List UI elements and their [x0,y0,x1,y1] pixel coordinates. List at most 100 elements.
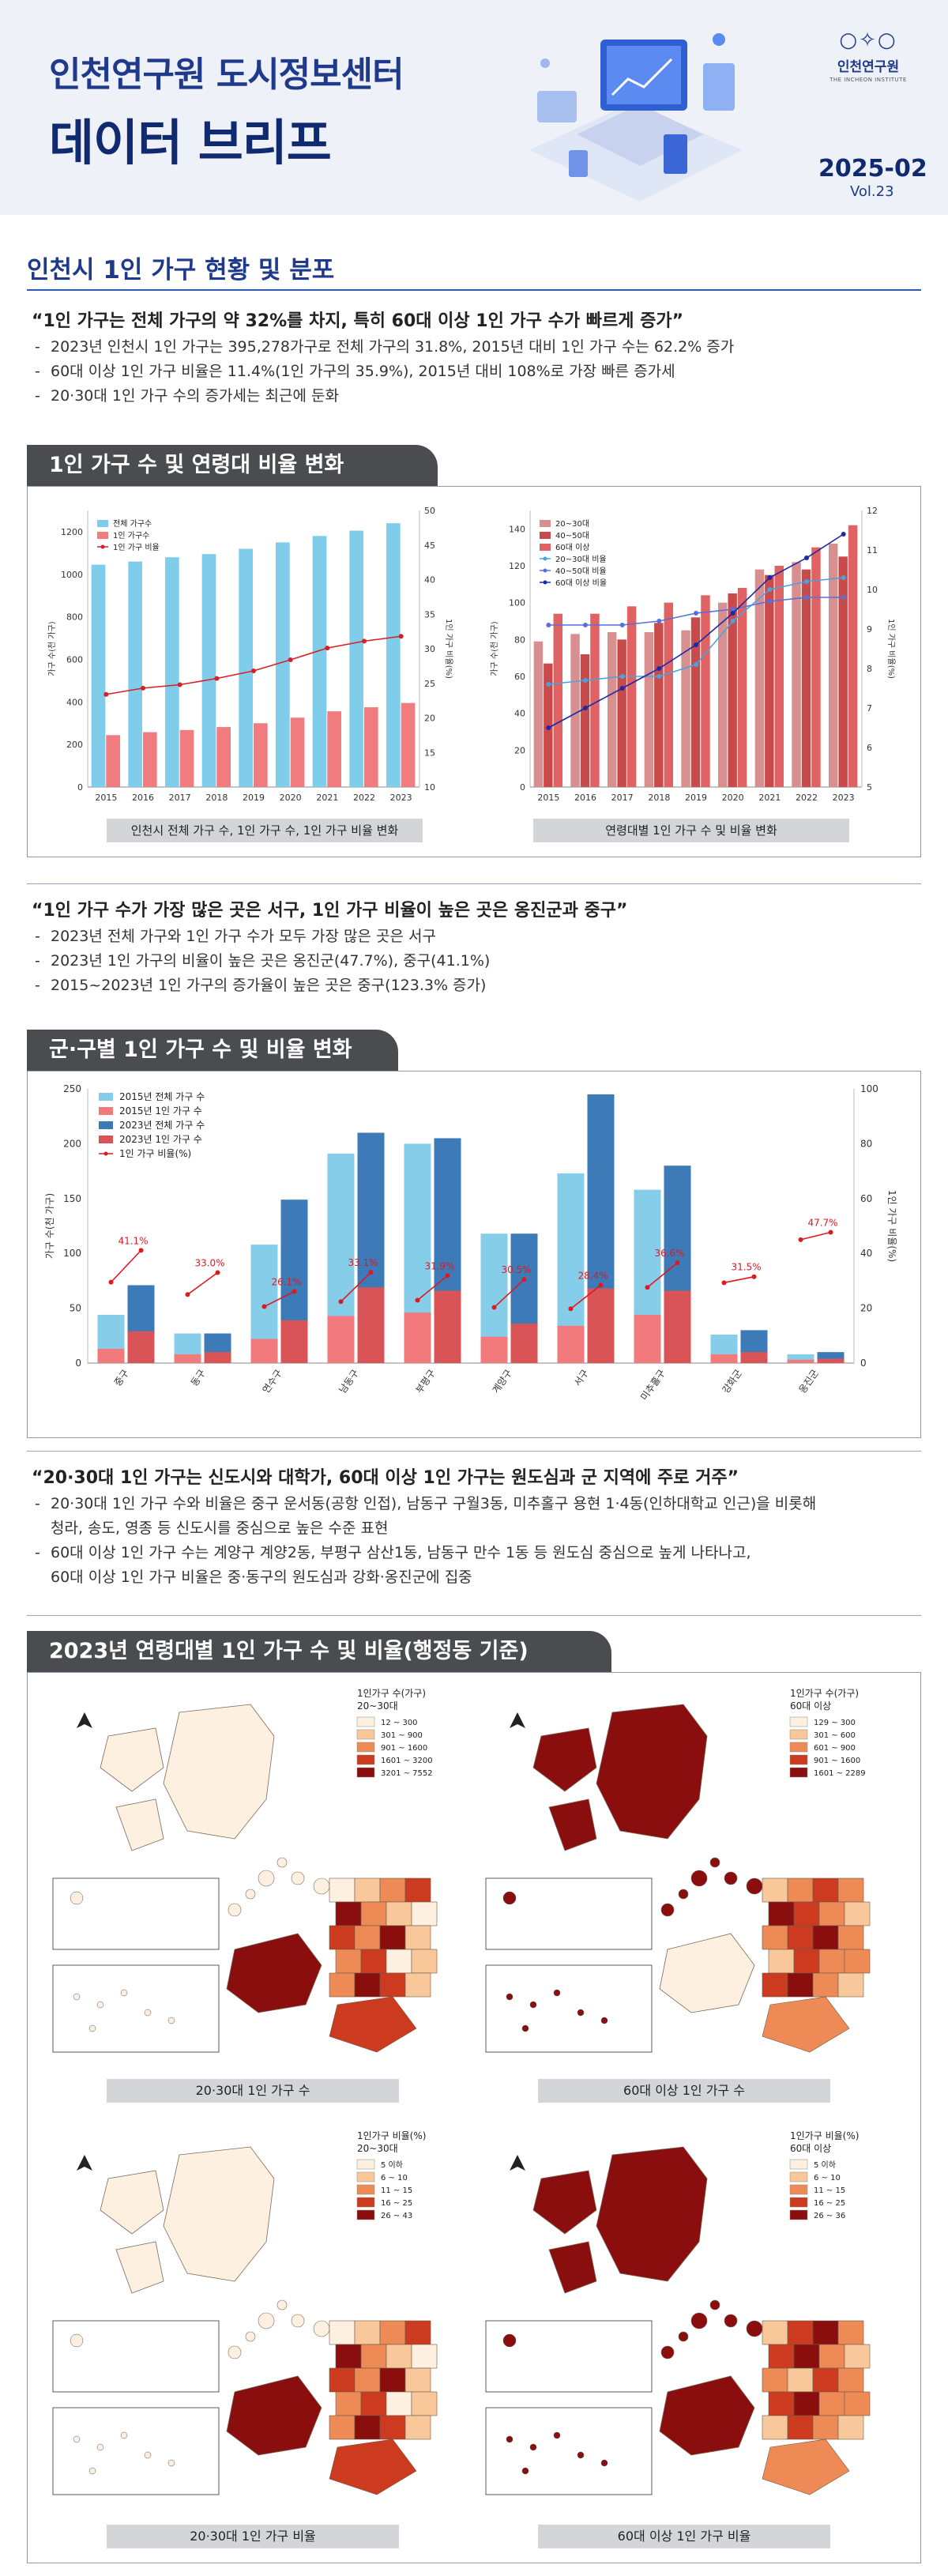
region-dong [793,2344,820,2369]
legend-label: 5 이하 [814,2160,836,2170]
line-point [656,619,662,623]
region-dong [837,1925,864,1950]
region-islet [724,2314,738,2328]
x-tick-label: 연수구 [260,1368,284,1395]
region-dong [762,1925,788,1950]
inset-island [529,2443,537,2451]
region-dong [812,2367,839,2393]
legend-label: 전체 가구수 [113,519,152,529]
y2-tick-label: 10 [424,782,435,793]
bar [143,732,157,787]
chart-panel-2: 0 50 100 150 200 250 0 20 40 60 80 100 가구 수(천 가구) 1인 … [27,1071,921,1438]
ratio-point [598,1282,604,1288]
line-point [546,725,551,730]
region-islet [276,2299,288,2310]
inset-frame [52,1877,220,1950]
region-dong [768,1901,795,1926]
data-label: 31.5% [731,1262,761,1273]
issue-number: 2025-02 [818,155,927,183]
region-dong [793,1949,820,1974]
region-dong [379,1925,406,1950]
line-point [546,623,551,627]
volume-number: Vol.23 [850,183,894,200]
legend-label: 2023년 전체 가구 수 [119,1120,205,1131]
region-dong [354,1877,381,1903]
block3-quote: “20·30대 1인 가구는 신도시와 대학가, 60대 이상 1인 가구는 원… [32,1468,739,1488]
region-dong [818,1949,845,1974]
legend-swatch [540,544,551,551]
divider [27,1451,921,1452]
legend-subtitle: 20~30대 [357,2143,398,2154]
x-tick-label: 부평구 [413,1368,437,1395]
line-point [583,623,588,627]
line-point [546,682,551,687]
region-islet [291,1871,305,1885]
legend-label: 26 ~ 36 [814,2212,845,2220]
inset-frame [485,1877,653,1950]
inset-island [73,1993,81,2001]
ratio-point [292,1289,297,1294]
region-dong [818,2344,845,2369]
y-tick-label: 0 [520,782,525,793]
legend-swatch [540,520,551,527]
bar [510,1324,538,1363]
region-dong [411,1949,438,1974]
list-item: 2023년 1인 가구의 비율이 높은 곳은 옹진군(47.7%), 중구(41… [32,949,916,974]
legend-label: 301 ~ 600 [814,1731,856,1740]
y-tick-label: 600 [66,654,83,665]
y-tick-label: 1200 [61,527,83,537]
block3-bullets: 20·30대 1인 가구 수와 비율은 중구 운서동(공항 인접), 남동구 구… [32,1492,916,1590]
region-islet [228,1903,242,1917]
inset-island [73,2435,81,2443]
line-point [656,666,662,671]
legend-swatch [356,1754,375,1765]
region-islet [660,1903,675,1917]
bar [97,1348,125,1363]
legend-swatch [543,580,547,585]
x-tick-label: 2015 [537,793,559,803]
inset-island [521,2467,529,2475]
line-point [619,623,625,627]
inset-island [144,2451,152,2459]
y2-tick-label: 40 [424,575,435,586]
ratio-point [521,1277,527,1282]
bar [404,1312,431,1363]
region-islet [313,1877,330,1895]
legend-label: 5 이하 [381,2160,403,2170]
bar [349,530,363,787]
legend-label: 11 ~ 15 [814,2186,845,2195]
y-axis-label: 가구 수(천 가구) [43,1193,55,1259]
legend-label: 6 ~ 10 [381,2174,408,2182]
region-dong [379,2415,406,2440]
inset-island [70,2333,84,2348]
bar [480,1336,508,1363]
x-tick-label: 2020 [722,793,744,803]
legend-swatch [356,2171,375,2182]
region-islet [291,2314,305,2328]
map-caption: 60대 이상 1인 가구 수 [538,2079,830,2103]
region-songdo [762,1996,850,2053]
region-dong [329,2367,356,2393]
ratio-line [724,1275,754,1284]
bar [357,1287,385,1363]
legend-swatch [356,1767,375,1778]
legend-label: 6 ~ 10 [814,2174,841,2182]
ratio-point [798,1237,803,1242]
ratio-point [215,1270,220,1275]
chart-panel-1: 0 200 400 600 800 1000 1200 10 15 20 25 30 35 40 45 50 2… [27,486,921,857]
bar [817,1358,845,1363]
inset-island [521,2024,529,2032]
line-point [619,686,625,691]
legend-label: 1인 가구 비율(%) [119,1148,191,1159]
list-item: 2023년 전체 가구와 1인 가구 수가 모두 가장 많은 곳은 서구 [32,925,916,949]
section-title: 인천시 1인 가구 현황 및 분포 [27,256,335,284]
list-item: 60대 이상 1인 가구 수는 계양구 계양2동, 부평구 삼산1동, 남동구 … [32,1541,916,1590]
legend-subtitle: 20~30대 [357,1700,398,1712]
bar [608,632,617,787]
region-islet [678,2331,689,2342]
line-point [694,611,698,616]
data-label: 47.7% [807,1217,837,1228]
region-ganghwa [163,2146,275,2282]
line-point [841,595,846,600]
bar [681,630,690,787]
